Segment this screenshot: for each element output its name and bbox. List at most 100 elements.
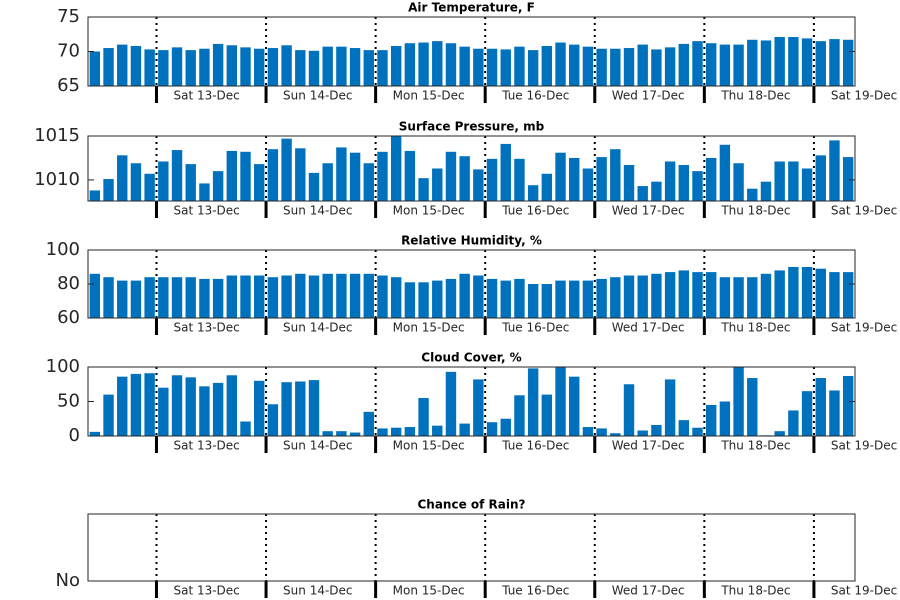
plot-frame (87, 249, 856, 319)
bar (637, 186, 648, 201)
bar (267, 277, 279, 318)
bar (678, 43, 689, 86)
bar (692, 171, 703, 201)
bar (705, 272, 717, 318)
x-tick-label: Tue 16-Dec (501, 321, 569, 335)
bar (527, 185, 539, 201)
bar (322, 46, 333, 86)
x-tick-label: Sat 19-Dec (831, 89, 897, 103)
x-tick-label: Thu 18-Dec (720, 584, 790, 598)
bar (445, 43, 457, 86)
bar (815, 268, 826, 318)
bar (212, 43, 224, 86)
bar (144, 277, 155, 318)
x-tick-label: Thu 18-Dec (720, 89, 790, 103)
x-tick-label: Sat 19-Dec (831, 584, 897, 598)
bar (349, 152, 361, 201)
bar (390, 45, 402, 86)
bar (637, 44, 648, 86)
bar (801, 391, 813, 436)
bar (569, 376, 580, 436)
x-tick-label: Tue 16-Dec (501, 89, 569, 103)
bar (103, 277, 114, 318)
bar (117, 376, 128, 436)
bar (596, 48, 607, 86)
bar (596, 278, 607, 318)
bar (89, 190, 101, 201)
bar (363, 411, 374, 436)
bar (541, 45, 553, 86)
bar (692, 41, 703, 86)
x-tick-label: Sat 19-Dec (831, 439, 897, 453)
bar (130, 45, 142, 86)
bar (336, 273, 347, 318)
bar (158, 161, 169, 201)
bar (623, 48, 635, 86)
bar (582, 427, 594, 436)
x-tick-label: Sat 13-Dec (173, 321, 239, 335)
x-tick-label: Thu 18-Dec (720, 204, 790, 218)
bar (842, 157, 854, 201)
bar (774, 37, 785, 86)
bar (801, 168, 813, 201)
bar (226, 150, 238, 201)
y-tick-label: 1015 (34, 125, 80, 146)
x-tick-label: Wed 17-Dec (612, 89, 685, 103)
bar (254, 48, 265, 86)
y-tick-label: 0 (69, 425, 80, 446)
bar (295, 273, 306, 318)
bar (623, 164, 635, 201)
bar (404, 427, 416, 436)
bar (254, 164, 265, 201)
bar (596, 157, 607, 201)
bar (719, 44, 731, 86)
bar (390, 427, 402, 436)
bar (473, 275, 484, 318)
bar (212, 171, 224, 201)
bar (89, 51, 101, 86)
x-tick-label: Sat 19-Dec (831, 204, 897, 218)
bar (555, 367, 566, 436)
bar (692, 272, 703, 318)
x-tick-label: Mon 15-Dec (393, 321, 465, 335)
bar (199, 278, 210, 318)
bar (541, 394, 553, 436)
y-tick-label: 1010 (34, 169, 80, 190)
bar (582, 280, 594, 318)
bar (295, 50, 306, 86)
y-tick-label: 75 (57, 6, 80, 27)
bar (171, 277, 183, 318)
x-tick-label: Mon 15-Dec (393, 204, 465, 218)
bar (445, 371, 457, 436)
y-tick-label: 80 (57, 273, 80, 294)
bar (527, 50, 539, 86)
bar (705, 43, 717, 86)
bar (226, 45, 238, 86)
bar (89, 273, 101, 318)
bar (363, 163, 374, 201)
bar (212, 382, 224, 436)
bar (610, 277, 621, 318)
bar (486, 158, 498, 201)
bar (349, 48, 361, 86)
bar (760, 181, 772, 201)
bar (404, 150, 416, 201)
bar (541, 284, 553, 318)
bar (747, 277, 758, 318)
bar (130, 163, 142, 201)
bar (295, 148, 306, 201)
bar (651, 424, 662, 436)
bar (199, 386, 210, 436)
bar (705, 404, 717, 436)
bar (144, 373, 155, 436)
bar (500, 143, 511, 201)
bar (199, 183, 210, 201)
y-tick-label: 60 (57, 307, 80, 328)
bar (733, 277, 744, 318)
bar (322, 273, 333, 318)
x-tick-label: Sun 14-Dec (283, 89, 352, 103)
y-tick-label: 100 (46, 239, 80, 260)
bar (308, 275, 320, 318)
bar (117, 155, 128, 201)
bar (432, 168, 443, 201)
